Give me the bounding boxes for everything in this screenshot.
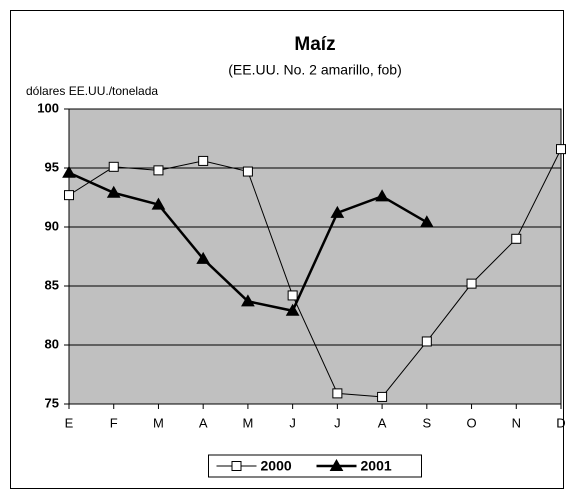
data-point (198, 155, 209, 166)
data-point (511, 233, 522, 244)
legend-label: 2001 (361, 458, 392, 474)
x-tick-label: N (512, 415, 521, 430)
y-tick-label: 75 (45, 395, 59, 410)
data-point (64, 190, 74, 201)
data-point (151, 197, 166, 210)
x-tick-label: S (422, 415, 431, 430)
y-axis-label: dólares EE.UU./tonelada (26, 84, 158, 98)
chart-title: Maíz (294, 34, 335, 55)
x-tick-label: A (378, 415, 387, 430)
x-tick-label: J (289, 415, 296, 430)
data-point (106, 185, 121, 198)
data-point (419, 215, 434, 228)
data-point (375, 189, 389, 202)
legend-marker (329, 458, 344, 471)
data-point (241, 294, 255, 307)
data-point (556, 144, 566, 155)
x-tick-label: F (110, 415, 118, 430)
data-point (62, 165, 76, 178)
plot-area (68, 108, 562, 405)
x-tick-label: M (153, 415, 164, 430)
x-tick-label: D (556, 415, 565, 430)
y-tick-label: 95 (45, 159, 59, 174)
legend-label: 2000 (261, 458, 292, 474)
data-point (332, 388, 343, 399)
y-tick-label: 100 (37, 100, 59, 115)
data-point (108, 161, 119, 172)
x-tick-label: J (334, 415, 341, 430)
data-point (377, 391, 388, 402)
data-point (153, 165, 164, 176)
y-tick-label: 90 (45, 218, 59, 233)
legend-box (208, 454, 422, 478)
data-point (421, 336, 432, 347)
legend-marker (231, 461, 242, 471)
data-point (330, 205, 345, 218)
x-tick-label: A (199, 415, 208, 430)
x-tick-label: O (466, 415, 476, 430)
y-tick-label: 85 (45, 277, 59, 292)
x-tick-label: M (242, 415, 253, 430)
x-tick-label: E (65, 415, 74, 430)
chart-subtitle: (EE.UU. No. 2 amarillo, fob) (228, 62, 402, 78)
data-point (285, 303, 300, 316)
data-point (287, 290, 298, 301)
data-point (466, 278, 477, 289)
data-point (196, 251, 211, 264)
y-tick-label: 80 (45, 336, 59, 351)
data-point (242, 166, 253, 177)
series-line (68, 148, 562, 398)
